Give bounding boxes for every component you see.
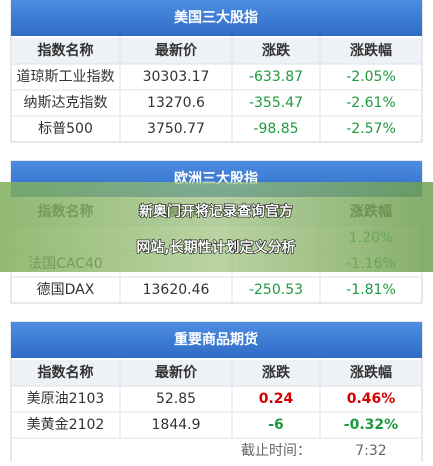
cell: 52.85 xyxy=(156,391,196,407)
column-header: 最新价 xyxy=(155,364,198,381)
cell: 德国DAX xyxy=(37,282,95,298)
cell: -2.61% xyxy=(346,95,396,111)
cell: 美黄金2102 xyxy=(27,416,105,433)
cell: 0.24 xyxy=(259,391,294,407)
cell: -2.57% xyxy=(346,121,396,137)
cell: 道琼斯工业指数 xyxy=(17,69,115,85)
overlay-band xyxy=(0,182,433,272)
column-header: 涨跌幅 xyxy=(350,364,392,381)
column-header: 指数名称 xyxy=(38,364,94,381)
column-header: 指数名称 xyxy=(38,42,94,59)
panel-header xyxy=(11,322,422,358)
panel-header xyxy=(11,0,422,36)
cell: -1.81% xyxy=(346,282,396,298)
cell: -0.32% xyxy=(344,417,398,433)
cell: 30303.17 xyxy=(143,69,210,85)
footer-time: 7:32 xyxy=(355,443,386,459)
cell: 13620.46 xyxy=(143,282,210,298)
cell: 0.46% xyxy=(347,391,396,407)
cell: 标普500 xyxy=(38,121,93,137)
cell: 13270.6 xyxy=(147,95,205,111)
cell: -6 xyxy=(268,417,284,433)
cell: -98.85 xyxy=(253,121,298,137)
cell: 3750.77 xyxy=(147,121,205,137)
overlay-text: 网站,长期性计划定义分析 xyxy=(136,239,295,256)
overlay-text: 新奥门开将记录查询官方 xyxy=(139,203,293,220)
column-header: 涨跌 xyxy=(262,365,291,381)
column-header: 最新价 xyxy=(155,42,198,59)
cell: 纳斯达克指数 xyxy=(24,95,108,111)
cell: -355.47 xyxy=(249,95,303,111)
cell: -633.87 xyxy=(249,69,303,85)
column-header: 涨跌 xyxy=(262,43,291,59)
column-header-row xyxy=(12,38,421,64)
cell: -2.05% xyxy=(346,69,396,85)
cell: 美原油2103 xyxy=(27,391,105,407)
footer-label: 截止时间： xyxy=(241,443,311,459)
cell: 1844.9 xyxy=(152,417,201,433)
column-header: 涨跌幅 xyxy=(350,42,392,59)
column-header-row xyxy=(12,360,421,386)
panel-title: 重要商品期货 xyxy=(174,331,258,348)
panel-title: 美国三大股指 xyxy=(174,9,258,26)
cell: -250.53 xyxy=(249,282,303,298)
